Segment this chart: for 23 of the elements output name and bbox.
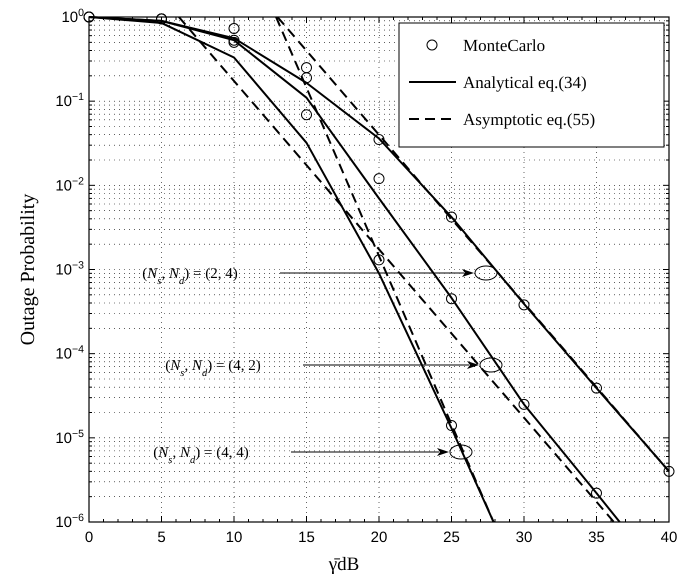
x-tick-label: 40 [660,529,678,546]
y-tick-label: 10$^{−5}$ [55,428,84,447]
legend-label: Asymptotic eq.(55) [463,110,596,129]
y-tick-label: 10$^{−3}$ [55,260,84,278]
x-tick-label: 5 [157,529,166,546]
legend-label: MonteCarlo [463,36,546,55]
y-axis-title: Outage Probability [17,194,39,346]
x-tick-label: 25 [443,529,460,546]
x-axis-title: γ̄dB [328,554,360,575]
annotation: (N$_{s}$, N$_{d}$) = (4, 2) [165,358,261,378]
x-tick-label: 35 [588,529,605,546]
legend-label: Analytical eq.(34) [463,73,587,92]
x-tick-label: 10 [226,529,242,546]
y-tick-label: 10$^{−4}$ [55,344,84,363]
y-tick-label: 10$^{0}$ [61,7,84,26]
x-tick-label: 20 [370,529,388,546]
x-tick-label: 0 [84,529,94,546]
y-tick-label: 10$^{−1}$ [55,91,84,110]
x-tick-label: 30 [516,529,532,546]
y-tick-label: 10$^{−2}$ [55,175,84,194]
x-tick-label: 15 [298,529,315,546]
y-tick-label: 10$^{−6}$ [55,512,84,531]
annotation: (N$_{s}$, N$_{d}$) = (4, 4) [153,445,249,466]
